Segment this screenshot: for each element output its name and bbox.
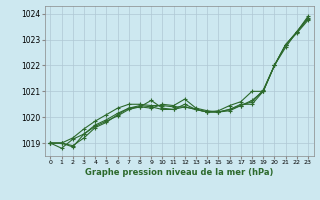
X-axis label: Graphe pression niveau de la mer (hPa): Graphe pression niveau de la mer (hPa) (85, 168, 273, 177)
